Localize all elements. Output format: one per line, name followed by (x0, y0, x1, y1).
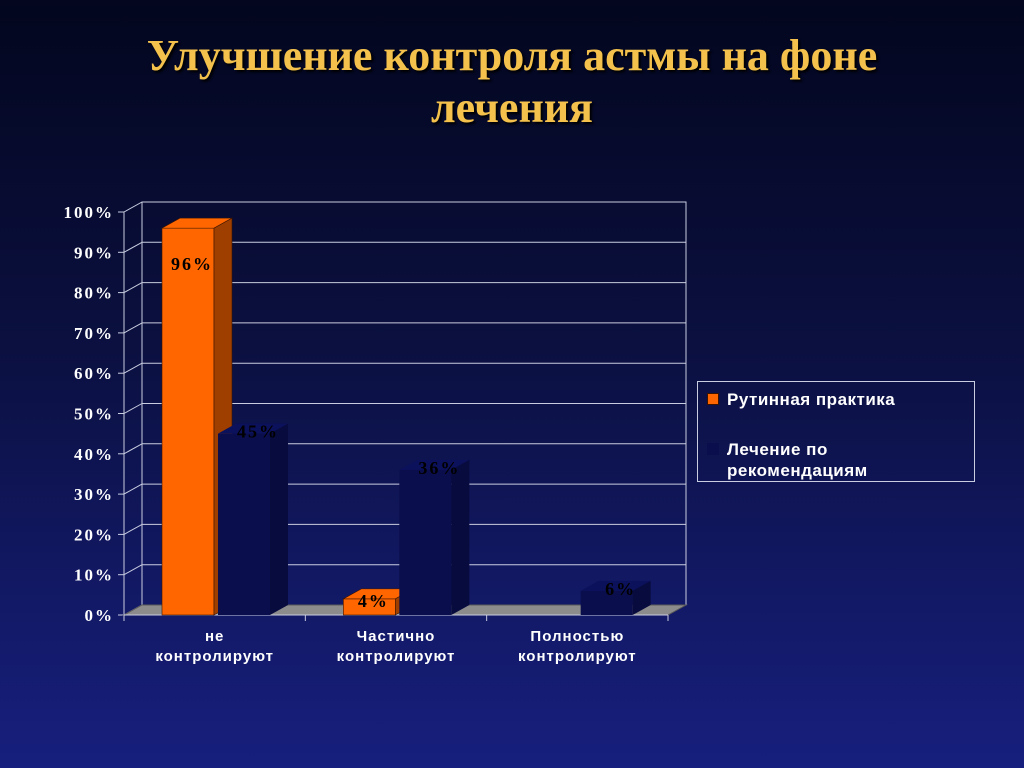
x-category-label: Полностью (530, 628, 624, 645)
bar-front (580, 590, 633, 615)
chart-legend: Рутинная практика Лечение по рекомендаци… (697, 381, 975, 482)
x-category-label: контролируют (337, 648, 456, 665)
y-tick-label: 60% (74, 364, 114, 383)
side-wall-gridline (123, 564, 143, 576)
y-tick-label: 30% (74, 485, 114, 504)
side-wall-gridline (123, 322, 143, 334)
bar-top (580, 580, 651, 591)
bar-top (218, 423, 288, 434)
legend-item-series-2: Лечение по рекомендациям (707, 439, 967, 481)
x-category-label: Частично (357, 628, 436, 645)
side-wall-gridline (123, 523, 143, 535)
data-label: 4% (358, 591, 389, 611)
legend-swatch-series-1 (707, 393, 719, 405)
y-tick-label: 100% (64, 203, 115, 222)
y-tick-label: 90% (74, 243, 114, 262)
y-tick-label: 20% (74, 525, 114, 544)
data-label: 6% (605, 579, 636, 599)
bar-front (399, 469, 452, 615)
bar-side (632, 580, 651, 615)
y-tick-label: 80% (74, 284, 114, 303)
side-wall-gridline (123, 201, 143, 213)
bar-front (218, 433, 270, 615)
side-wall-gridline (123, 443, 143, 455)
y-tick-label: 10% (74, 566, 114, 585)
slide-title-line-2: лечения (431, 83, 593, 132)
x-category-label: не (205, 628, 224, 645)
slide-title-line-1: Улучшение контроля астмы на фоне (146, 31, 878, 80)
data-label: 45% (237, 422, 279, 442)
bar-top (399, 459, 470, 470)
y-tick-label: 0% (85, 606, 115, 625)
side-wall-gridline (123, 403, 143, 414)
legend-swatch-series-2 (707, 443, 719, 455)
legend-label-series-1: Рутинная практика (727, 390, 896, 409)
y-tick-label: 70% (74, 324, 114, 343)
bar-side (451, 459, 470, 615)
data-label: 96% (171, 254, 213, 274)
bar-side (270, 423, 288, 615)
x-category-label: контролируют (155, 648, 274, 665)
legend-label-series-2: Лечение по рекомендациям (727, 440, 868, 480)
x-category-label: контролируют (518, 648, 637, 665)
bar-front (161, 227, 215, 616)
side-wall-gridline (123, 362, 143, 374)
slide-title: Улучшение контроля астмы на фоне лечения (0, 30, 1024, 134)
side-wall-gridline (123, 241, 143, 253)
side-wall-gridline (123, 282, 143, 294)
y-tick-label: 40% (74, 445, 114, 464)
legend-item-series-1: Рутинная практика (707, 389, 967, 410)
data-label: 36% (418, 458, 460, 478)
side-wall-gridline (123, 483, 143, 495)
y-tick-label: 50% (74, 405, 114, 424)
